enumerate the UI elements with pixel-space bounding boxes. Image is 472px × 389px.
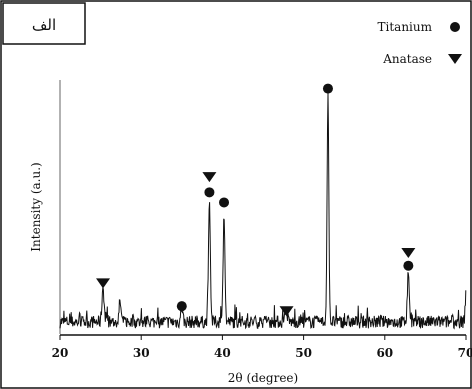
legend-entry-anatase-label: Anatase — [382, 52, 432, 66]
titanium-marker-icon — [176, 301, 187, 312]
panel-label: الف — [32, 16, 56, 34]
anatase-marker-icon — [279, 306, 294, 317]
anatase-marker-icon — [202, 172, 217, 183]
x-tick-label: 50 — [295, 346, 312, 360]
legend-entry-titanium-label: Titanium — [378, 20, 433, 34]
x-tick-label: 20 — [52, 346, 69, 360]
legend-circle-icon — [450, 22, 460, 32]
x-ticks: 20 30 40 50 60 70 — [52, 335, 472, 360]
titanium-marker-icon — [219, 197, 230, 208]
titanium-marker-icon — [403, 260, 414, 271]
x-tick-label: 60 — [376, 346, 393, 360]
legend: Titanium Anatase — [378, 20, 462, 66]
anatase-marker-icon — [96, 278, 111, 289]
titanium-marker-icon — [322, 83, 333, 94]
x-tick-label: 30 — [133, 346, 150, 360]
anatase-marker-icon — [401, 248, 416, 259]
y-axis-label: Intensity (a.u.) — [29, 162, 43, 251]
legend-triangle-icon — [448, 54, 462, 64]
x-tick-label: 70 — [458, 346, 472, 360]
titanium-marker-icon — [204, 187, 215, 198]
panel-label-box — [2, 2, 86, 45]
x-tick-label: 40 — [214, 346, 231, 360]
phase-markers — [96, 83, 416, 317]
x-axis-label: 2θ (degree) — [228, 371, 298, 385]
xrd-trace — [59, 92, 467, 330]
